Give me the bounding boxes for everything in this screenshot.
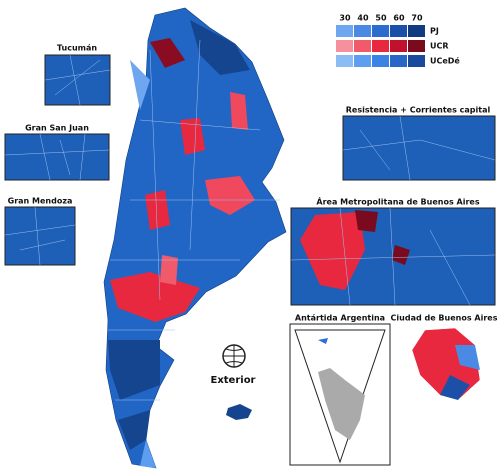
inset-borders bbox=[290, 207, 496, 306]
legend-swatch bbox=[354, 25, 371, 37]
legend-swatch bbox=[354, 40, 371, 52]
inset-borders bbox=[4, 133, 110, 181]
inset-title: Área Metropolitana de Buenos Aires bbox=[316, 196, 479, 207]
inset-shading bbox=[300, 212, 365, 290]
legend-threshold: 30 bbox=[339, 14, 351, 23]
caba-shading bbox=[455, 345, 480, 370]
legend-swatch bbox=[390, 55, 407, 67]
legend-swatch bbox=[408, 55, 425, 67]
legend-threshold: 40 bbox=[357, 14, 369, 23]
antarctic-land bbox=[318, 368, 365, 440]
legend-swatch bbox=[354, 55, 371, 67]
inset-map bbox=[44, 54, 111, 106]
legend-threshold: 60 bbox=[393, 14, 405, 23]
legend-party: PJ bbox=[430, 27, 439, 36]
inset-shading bbox=[355, 210, 378, 232]
inset-title: Tucumán bbox=[57, 44, 97, 53]
legend-threshold: 50 bbox=[375, 14, 387, 23]
legend-party: UCR bbox=[430, 42, 449, 51]
exterior-label: Exterior bbox=[210, 375, 255, 386]
district-shading bbox=[108, 20, 255, 468]
inset-borders bbox=[44, 54, 111, 106]
caba-shading bbox=[440, 375, 470, 400]
globe-lines bbox=[223, 345, 245, 367]
inset-title: Gran Mendoza bbox=[8, 197, 73, 206]
inset-borders bbox=[342, 115, 496, 181]
legend-swatch bbox=[390, 40, 407, 52]
inset-map bbox=[342, 115, 496, 181]
borders bbox=[108, 39, 280, 401]
inset-map bbox=[4, 133, 110, 181]
antarctic-base bbox=[318, 338, 328, 344]
legend-swatch bbox=[408, 40, 425, 52]
falklands bbox=[226, 404, 252, 420]
legend-swatch bbox=[372, 40, 389, 52]
legend-threshold: 70 bbox=[411, 14, 423, 23]
legend-swatch bbox=[408, 25, 425, 37]
inset-title: Ciudad de Buenos Aires bbox=[391, 314, 498, 323]
inset-map bbox=[4, 206, 76, 266]
legend: 30 40 50 60 70 PJ UCR UCeDé bbox=[336, 14, 460, 67]
legend-swatch bbox=[390, 25, 407, 37]
legend-swatch bbox=[372, 55, 389, 67]
legend-swatch bbox=[336, 40, 353, 52]
legend-swatch bbox=[336, 55, 353, 67]
inset-title: Gran San Juan bbox=[25, 124, 89, 133]
inset-title: Resistencia + Corrientes capital bbox=[346, 106, 491, 115]
legend-swatch bbox=[336, 25, 353, 37]
inset-title: Antártida Argentina bbox=[295, 314, 385, 323]
inset-shading bbox=[392, 245, 410, 265]
country bbox=[103, 7, 287, 469]
legend-swatch bbox=[372, 25, 389, 37]
inset-borders bbox=[4, 206, 76, 266]
legend-party: UCeDé bbox=[430, 56, 460, 66]
